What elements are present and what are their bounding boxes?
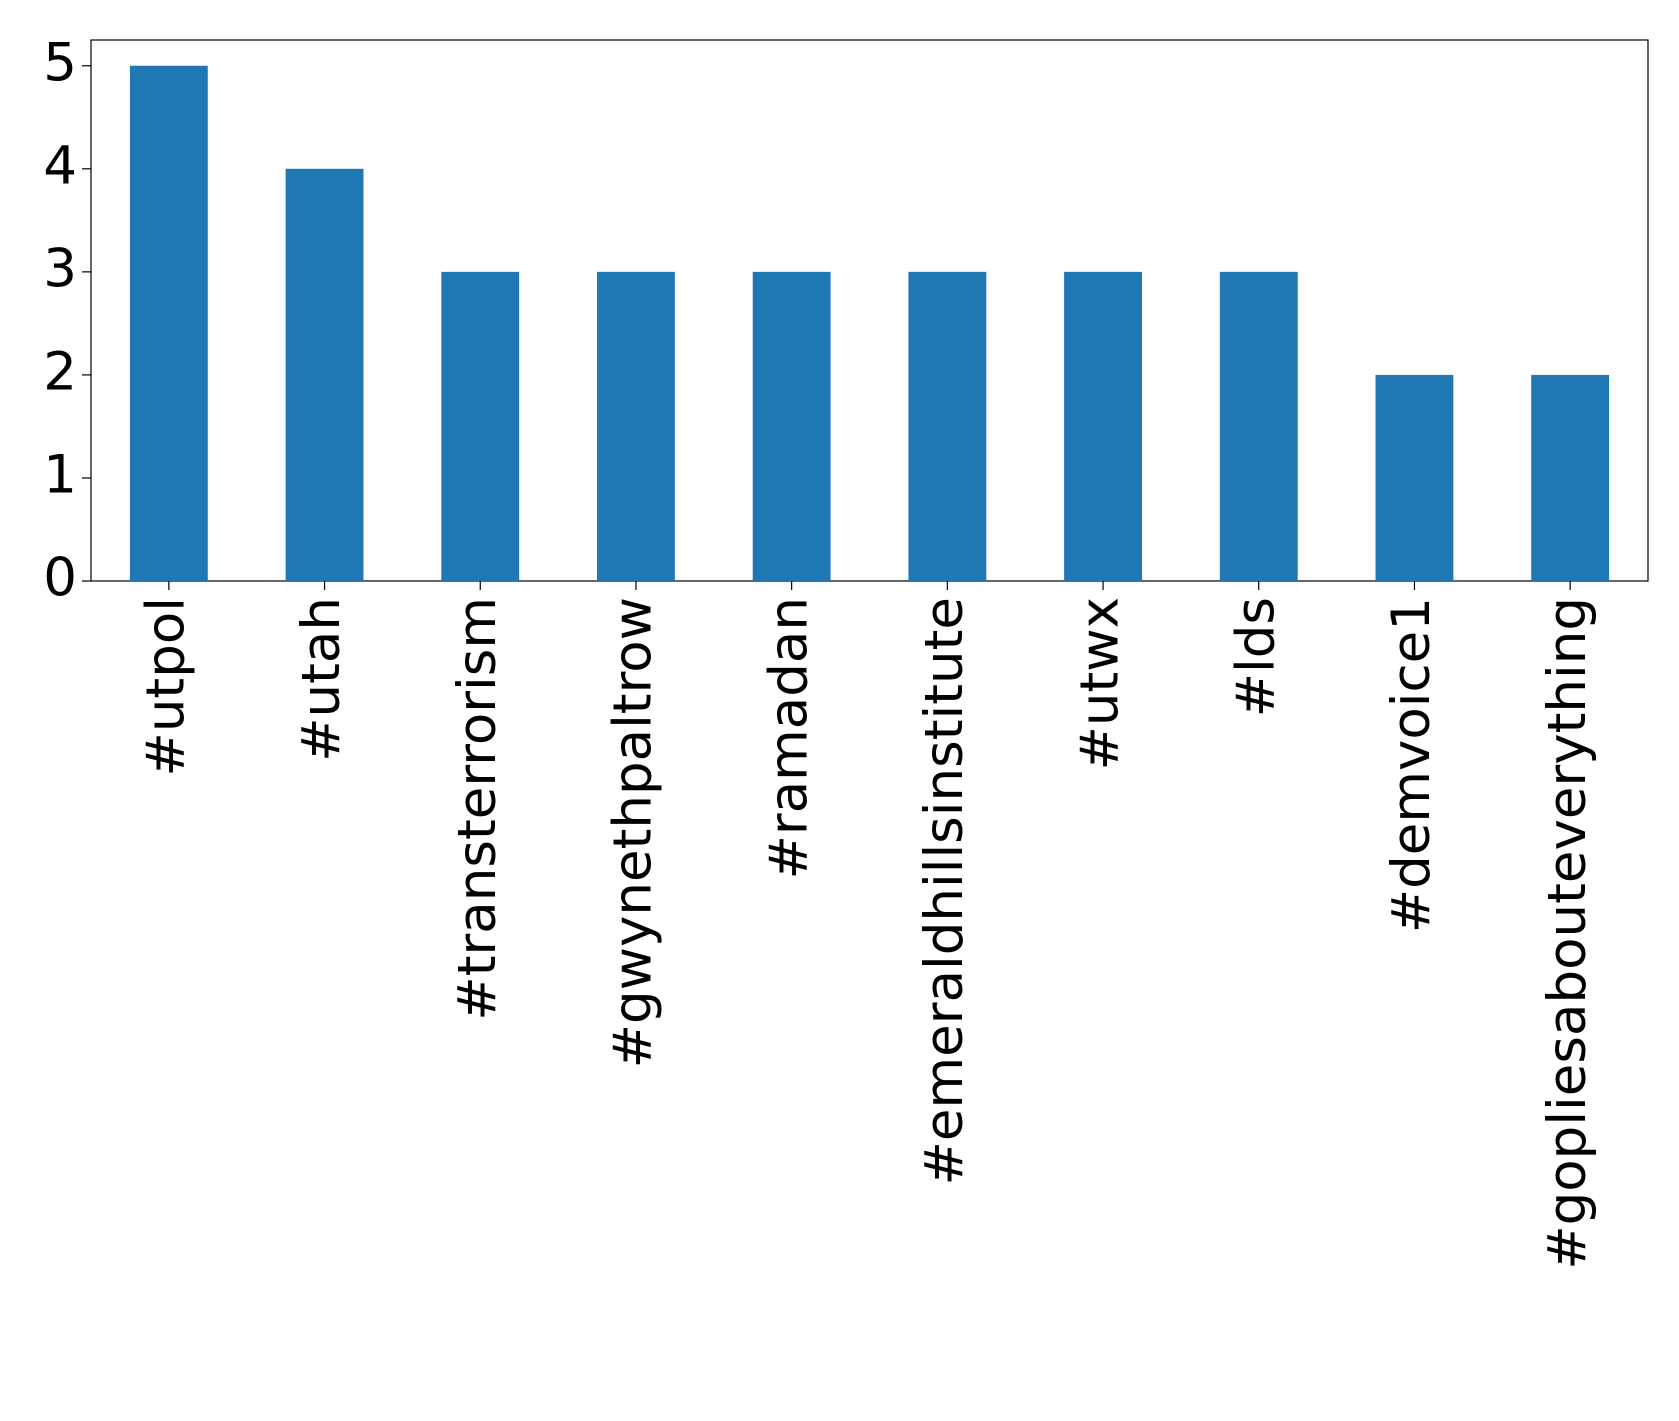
bar xyxy=(129,65,208,581)
y-tick-label: 3 xyxy=(43,238,77,299)
x-tick-label: #gwynethpaltrow xyxy=(603,597,664,1068)
x-tick-label: #lds xyxy=(1225,597,1286,717)
y-tick-label: 4 xyxy=(43,135,77,196)
x-tick-label: #demvoice1 xyxy=(1381,597,1442,933)
x-tick-label: #ramadan xyxy=(758,597,819,880)
x-tick-label: #emeraldhillsinstitute xyxy=(914,597,975,1185)
x-tick-label: #utpol xyxy=(135,597,196,777)
x-tick-label: #transterrorism xyxy=(447,597,508,1021)
bar xyxy=(908,271,987,581)
bar xyxy=(1375,374,1454,581)
bar xyxy=(1219,271,1298,581)
bar xyxy=(752,271,831,581)
bar xyxy=(285,168,364,582)
y-tick-label: 2 xyxy=(43,342,77,403)
x-tick-label: #utah xyxy=(291,597,352,762)
x-tick-label: #utwx xyxy=(1070,597,1131,771)
bar xyxy=(597,271,675,581)
y-tick-label: 1 xyxy=(43,445,77,506)
bar xyxy=(1064,271,1142,581)
x-tick-label: #gopliesabouteverything xyxy=(1537,597,1598,1270)
y-tick-label: 5 xyxy=(43,32,77,93)
y-tick-label: 0 xyxy=(43,548,77,609)
bar xyxy=(1531,374,1610,581)
bar xyxy=(441,271,520,581)
plot-frame xyxy=(90,39,1649,582)
